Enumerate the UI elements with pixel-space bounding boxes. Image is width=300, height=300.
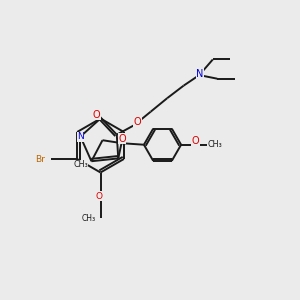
Text: CH₃: CH₃ xyxy=(207,140,222,149)
Text: N: N xyxy=(196,69,204,79)
Text: Br: Br xyxy=(35,154,45,164)
Text: O: O xyxy=(95,192,103,201)
Text: CH₃: CH₃ xyxy=(82,214,96,223)
Text: CH₃: CH₃ xyxy=(73,160,88,169)
Text: O: O xyxy=(93,110,100,120)
Text: N: N xyxy=(77,132,84,141)
Text: O: O xyxy=(118,134,126,144)
Text: O: O xyxy=(134,117,142,127)
Text: O: O xyxy=(191,136,199,146)
